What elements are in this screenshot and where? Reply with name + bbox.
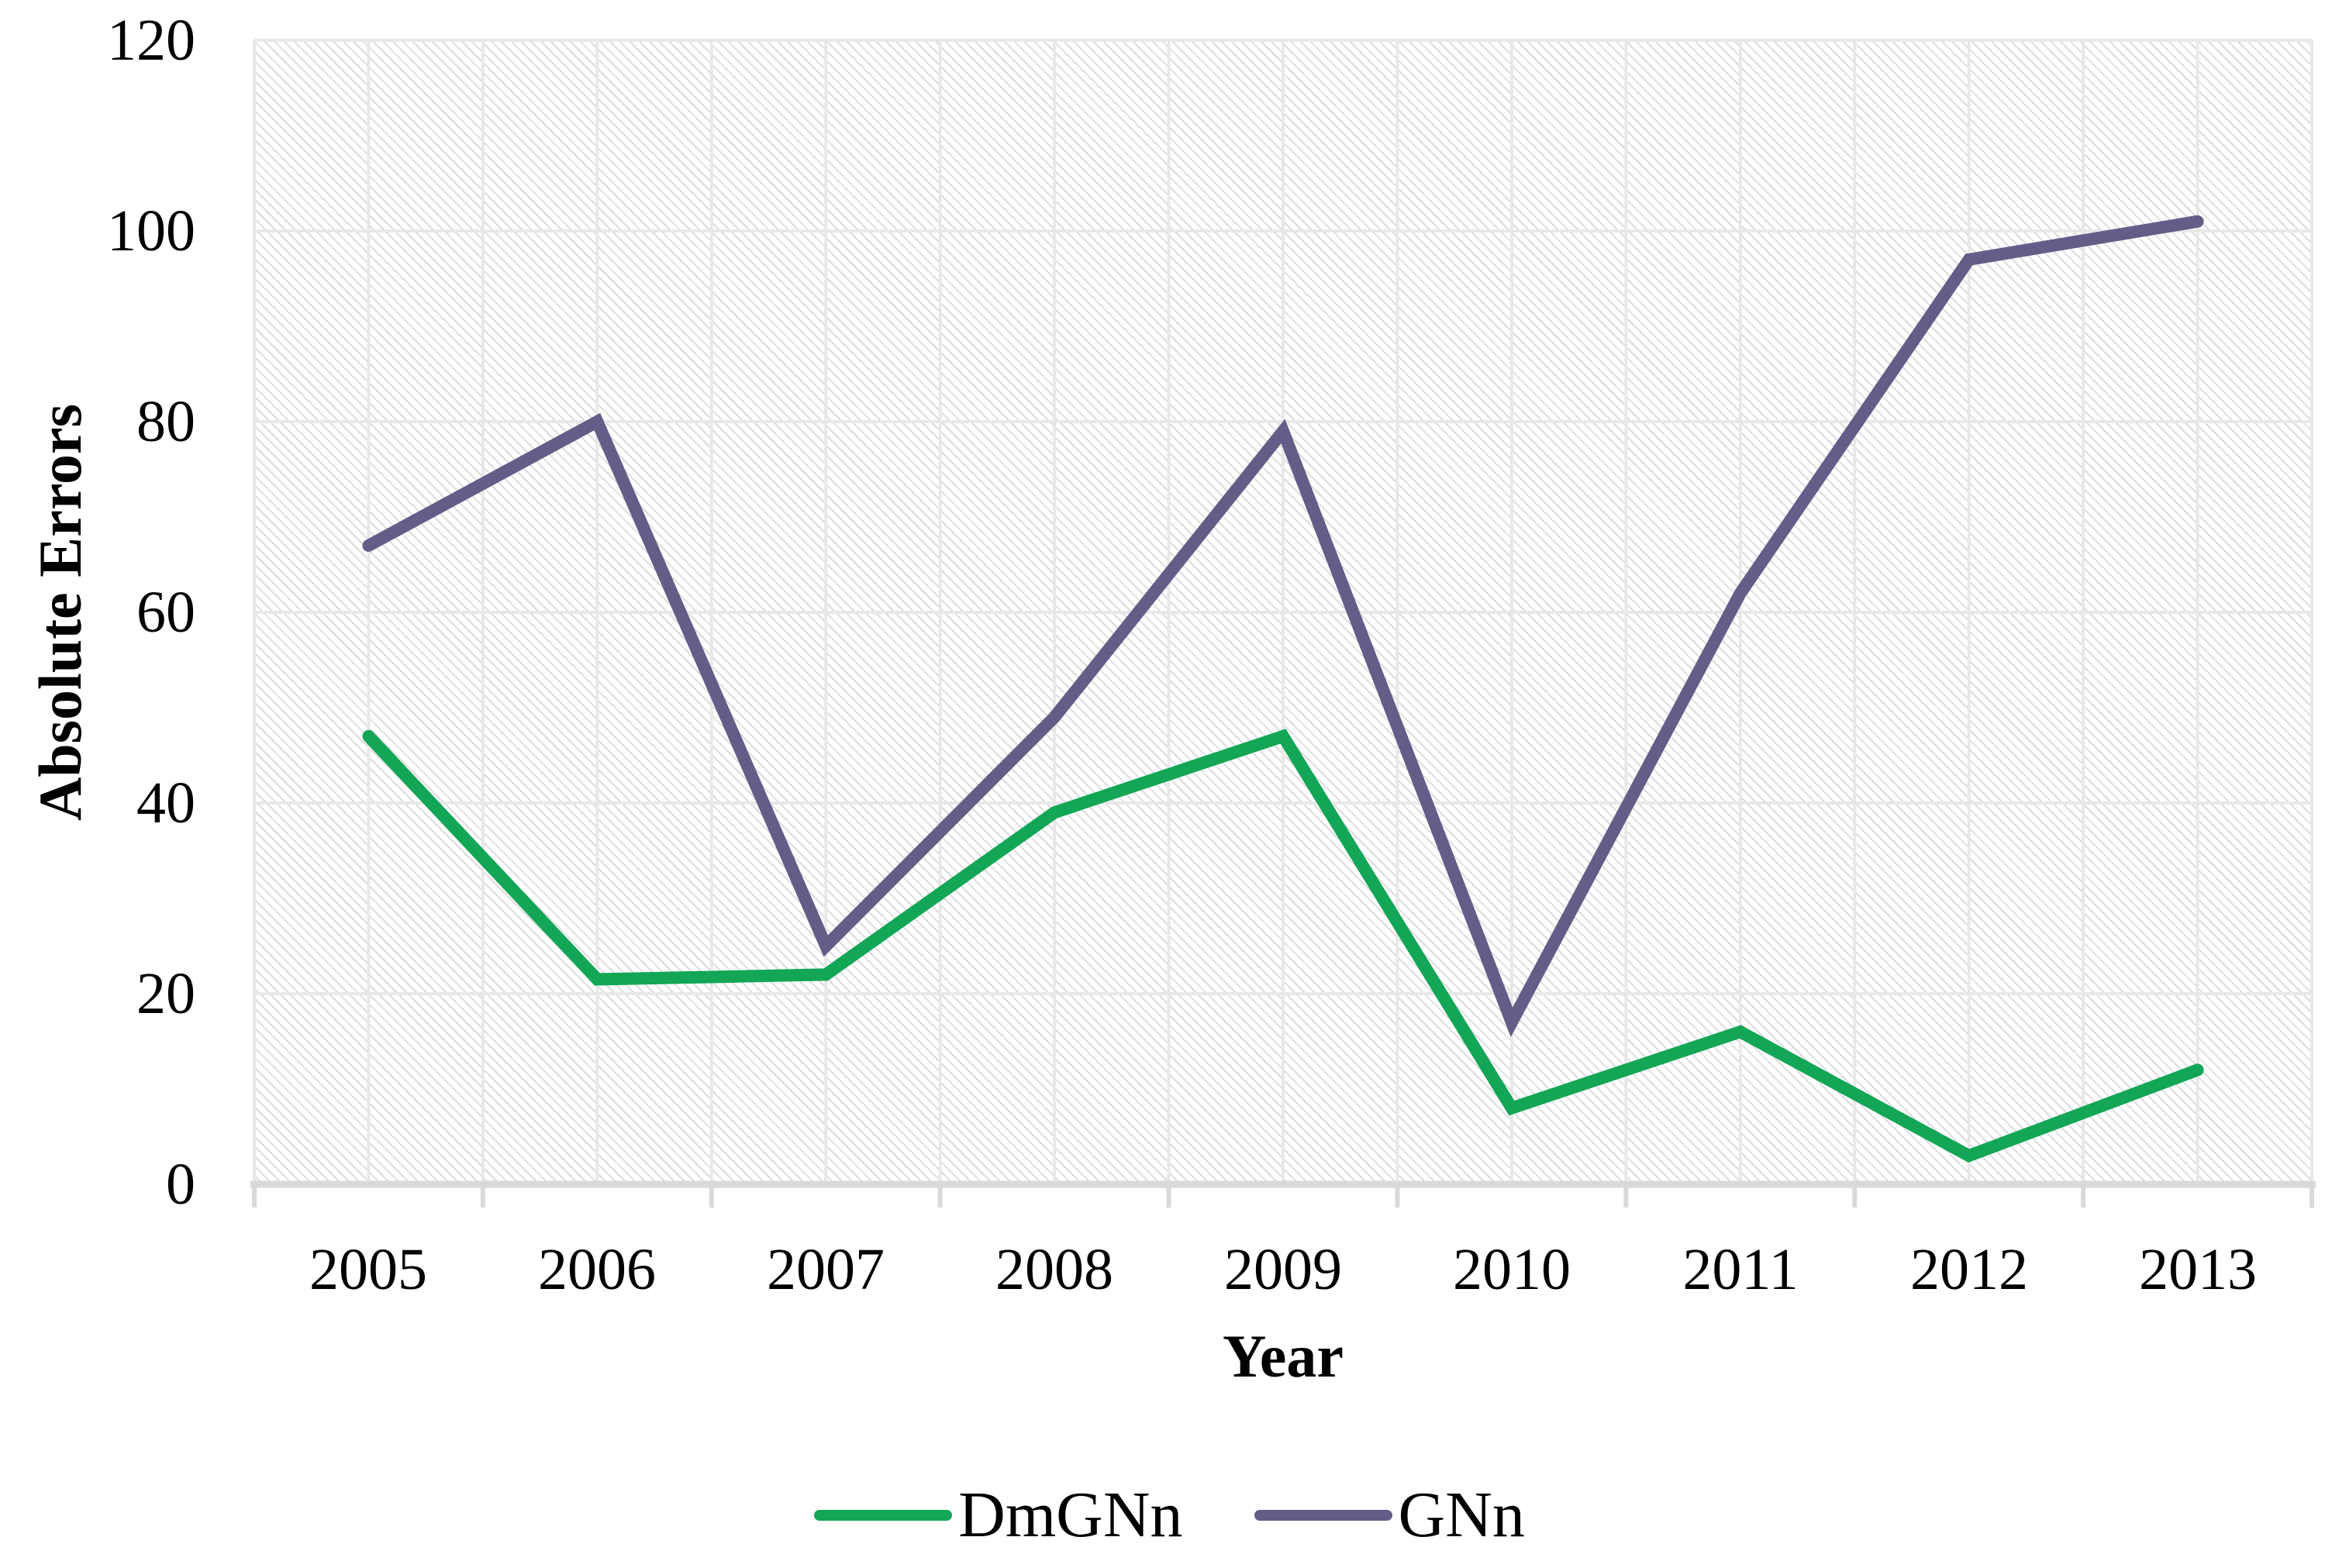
x-tick-label: 2012	[1910, 1237, 2028, 1302]
y-tick-label: 120	[107, 8, 195, 73]
y-tick-label: 60	[136, 580, 195, 645]
x-tick-label: 2010	[1453, 1237, 1571, 1302]
series-line-gnn	[362, 215, 2204, 1038]
x-tick-label: 2006	[538, 1237, 656, 1302]
x-tick-label: 2013	[2139, 1237, 2257, 1302]
y-tick-label: 80	[136, 389, 195, 454]
x-tick-label: 2008	[995, 1237, 1113, 1302]
legend-line-swatch-gnn	[1254, 1510, 1392, 1521]
legend-label-gnn: GNn	[1398, 1479, 1525, 1551]
y-tick-label: 20	[136, 961, 195, 1026]
legend: DmGNn GNn	[0, 1473, 2339, 1558]
x-axis-title: Year	[1223, 1322, 1344, 1390]
y-tick-label: 40	[136, 770, 195, 836]
x-tick-label: 2007	[767, 1237, 885, 1302]
x-tick-label: 2011	[1682, 1237, 1799, 1302]
y-tick-label: 100	[107, 198, 195, 264]
legend-item-gnn: GNn	[1254, 1473, 1525, 1558]
legend-line-swatch-dmgnn	[814, 1510, 953, 1521]
legend-item-dmgnn: DmGNn	[814, 1473, 1183, 1558]
x-tick-label: 2005	[309, 1237, 427, 1302]
series-line-dmgnn	[362, 729, 2204, 1163]
legend-label-dmgnn: DmGNn	[958, 1479, 1183, 1551]
y-tick-label: 0	[166, 1152, 195, 1217]
x-tick-label: 2009	[1224, 1237, 1342, 1302]
